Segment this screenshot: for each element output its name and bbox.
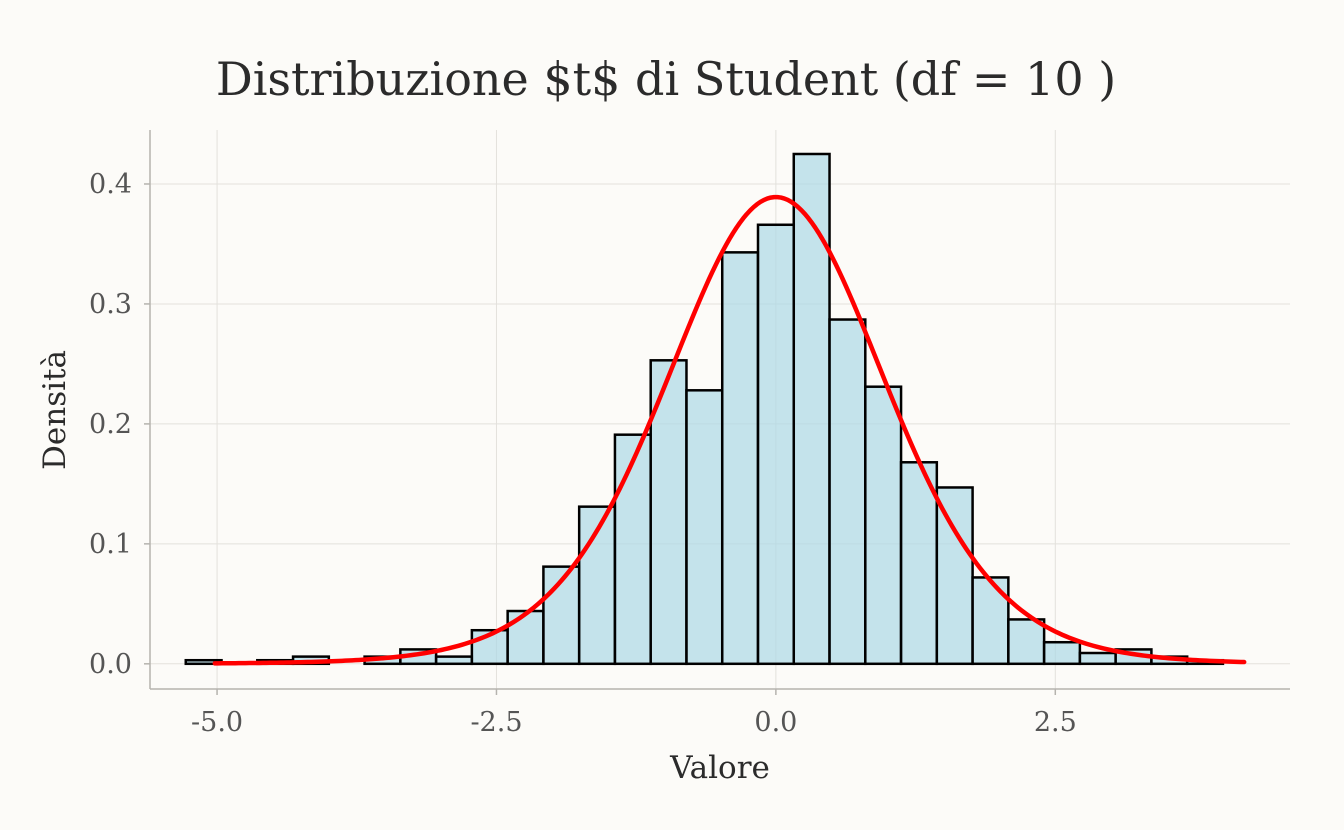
x-tick-label: 0.0 [754,707,797,738]
y-tick-label: 0.4 [89,169,132,200]
x-tick-label: -5.0 [191,707,243,738]
histogram-bar [685,389,724,666]
histogram-bar [935,486,974,666]
density-curve [212,194,1247,666]
y-tick-label: 0.2 [89,409,132,440]
histogram-bar [434,655,474,666]
x-tick-label: -2.5 [470,707,522,738]
histogram-bar [756,223,796,666]
histogram-bar [1042,640,1082,666]
y-tick-label: 0.1 [89,529,132,560]
histogram-bar [899,461,939,666]
x-tick-label: 2.5 [1034,707,1077,738]
x-axis-ticks: -5.0 -2.5 0.0 2.5 [191,689,1077,738]
x-axis-title: Valore [669,750,770,786]
histogram-bar [971,576,1010,666]
histogram-bar [864,385,903,666]
histogram-bar [1007,618,1046,666]
histogram-bar [720,251,760,666]
histogram-bars [184,152,1225,666]
y-tick-label: 0.0 [89,649,132,680]
histogram-bar [1078,651,1117,666]
y-axis-title: Densità [37,350,73,470]
y-axis-ticks: 0.0 0.1 0.2 0.3 0.4 [89,169,150,680]
y-tick-label: 0.3 [89,289,132,320]
histogram-bar [470,628,509,666]
histogram-bar [828,318,867,666]
chart-title: Distribuzione $t$ di Student (df = 10 ) [216,52,1116,106]
histogram-bar [792,152,831,666]
histogram-bar [613,433,652,666]
histogram-bar [506,609,545,666]
